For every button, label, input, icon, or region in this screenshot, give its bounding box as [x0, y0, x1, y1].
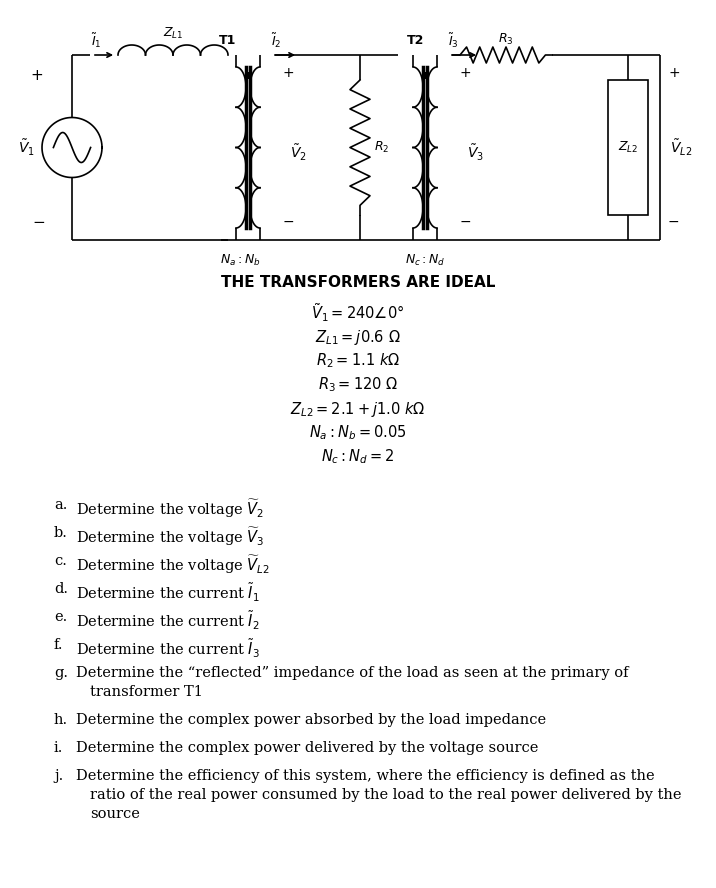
Text: $N_a: N_b = 0.05$: $N_a: N_b = 0.05$: [309, 424, 407, 442]
Text: $Z_{L1} = j0.6\ \Omega$: $Z_{L1} = j0.6\ \Omega$: [315, 328, 401, 346]
Text: THE TRANSFORMERS ARE IDEAL: THE TRANSFORMERS ARE IDEAL: [221, 274, 495, 289]
Text: −: −: [282, 215, 294, 229]
Text: +: +: [668, 66, 679, 80]
Text: Determine the current $\widetilde{I}_3$: Determine the current $\widetilde{I}_3$: [76, 638, 260, 661]
Text: $\tilde{V}_{L2}$: $\tilde{V}_{L2}$: [670, 138, 692, 157]
Text: $\tilde{V}_1 = 240\angle0°$: $\tilde{V}_1 = 240\angle0°$: [311, 302, 405, 324]
Text: Determine the voltage $\widetilde{V}_3$: Determine the voltage $\widetilde{V}_3$: [76, 526, 265, 549]
Text: Determine the voltage $\widetilde{V}_{L2}$: Determine the voltage $\widetilde{V}_{L2…: [76, 554, 270, 576]
Text: Determine the complex power absorbed by the load impedance: Determine the complex power absorbed by …: [76, 713, 546, 727]
Text: Determine the complex power delivered by the voltage source: Determine the complex power delivered by…: [76, 741, 538, 755]
Text: +: +: [459, 66, 471, 80]
Text: c.: c.: [54, 554, 67, 568]
Text: −: −: [668, 215, 679, 229]
Text: $R_3$: $R_3$: [498, 31, 514, 46]
Text: $N_c : N_d$: $N_c : N_d$: [405, 252, 445, 267]
Text: transformer T1: transformer T1: [90, 685, 203, 699]
Text: b.: b.: [54, 526, 68, 540]
Text: $R_2 = 1.1\ k\Omega$: $R_2 = 1.1\ k\Omega$: [316, 352, 400, 370]
Text: −: −: [459, 215, 471, 229]
Text: $\tilde{I}_1$: $\tilde{I}_1$: [91, 32, 101, 51]
Text: $R_3 = 120\ \Omega$: $R_3 = 120\ \Omega$: [318, 376, 398, 394]
Text: a.: a.: [54, 498, 67, 512]
Text: Determine the efficiency of this system, where the efficiency is defined as the: Determine the efficiency of this system,…: [76, 769, 654, 783]
Text: $\tilde{V}_1$: $\tilde{V}_1$: [18, 138, 34, 157]
Text: $Z_{L2} = 2.1 + j1.0\ k\Omega$: $Z_{L2} = 2.1 + j1.0\ k\Omega$: [291, 400, 425, 418]
Text: $Z_{L1}$: $Z_{L1}$: [163, 26, 183, 41]
Text: g.: g.: [54, 666, 68, 680]
Text: T2: T2: [407, 35, 425, 47]
Text: $\tilde{V}_3$: $\tilde{V}_3$: [467, 142, 484, 163]
Text: $\tilde{V}_2$: $\tilde{V}_2$: [290, 142, 307, 163]
Text: source: source: [90, 807, 140, 821]
Text: $N_c: N_d = 2$: $N_c: N_d = 2$: [321, 448, 395, 466]
Text: $\tilde{I}_3$: $\tilde{I}_3$: [448, 32, 458, 51]
Text: $Z_{L2}$: $Z_{L2}$: [618, 140, 638, 155]
Text: ratio of the real power consumed by the load to the real power delivered by the: ratio of the real power consumed by the …: [90, 788, 682, 802]
Text: Determine the current $\widetilde{I}_2$: Determine the current $\widetilde{I}_2$: [76, 610, 260, 632]
Text: T1: T1: [219, 35, 237, 47]
Text: f.: f.: [54, 638, 64, 652]
Text: +: +: [31, 67, 44, 83]
Text: h.: h.: [54, 713, 68, 727]
Text: Determine the voltage $\widetilde{V}_2$: Determine the voltage $\widetilde{V}_2$: [76, 498, 264, 520]
Text: j.: j.: [54, 769, 63, 783]
Text: Determine the current $\widetilde{I}_1$: Determine the current $\widetilde{I}_1$: [76, 582, 260, 605]
Text: $R_2$: $R_2$: [374, 140, 390, 155]
Text: +: +: [282, 66, 294, 80]
Bar: [608, 80, 648, 215]
Text: i.: i.: [54, 741, 64, 755]
Text: $\tilde{I}_2$: $\tilde{I}_2$: [271, 32, 281, 51]
Text: Determine the “reflected” impedance of the load as seen at the primary of: Determine the “reflected” impedance of t…: [76, 666, 629, 680]
Text: −: −: [33, 215, 45, 229]
Text: e.: e.: [54, 610, 67, 624]
Text: d.: d.: [54, 582, 68, 596]
Text: $N_a : N_b$: $N_a : N_b$: [220, 252, 261, 267]
